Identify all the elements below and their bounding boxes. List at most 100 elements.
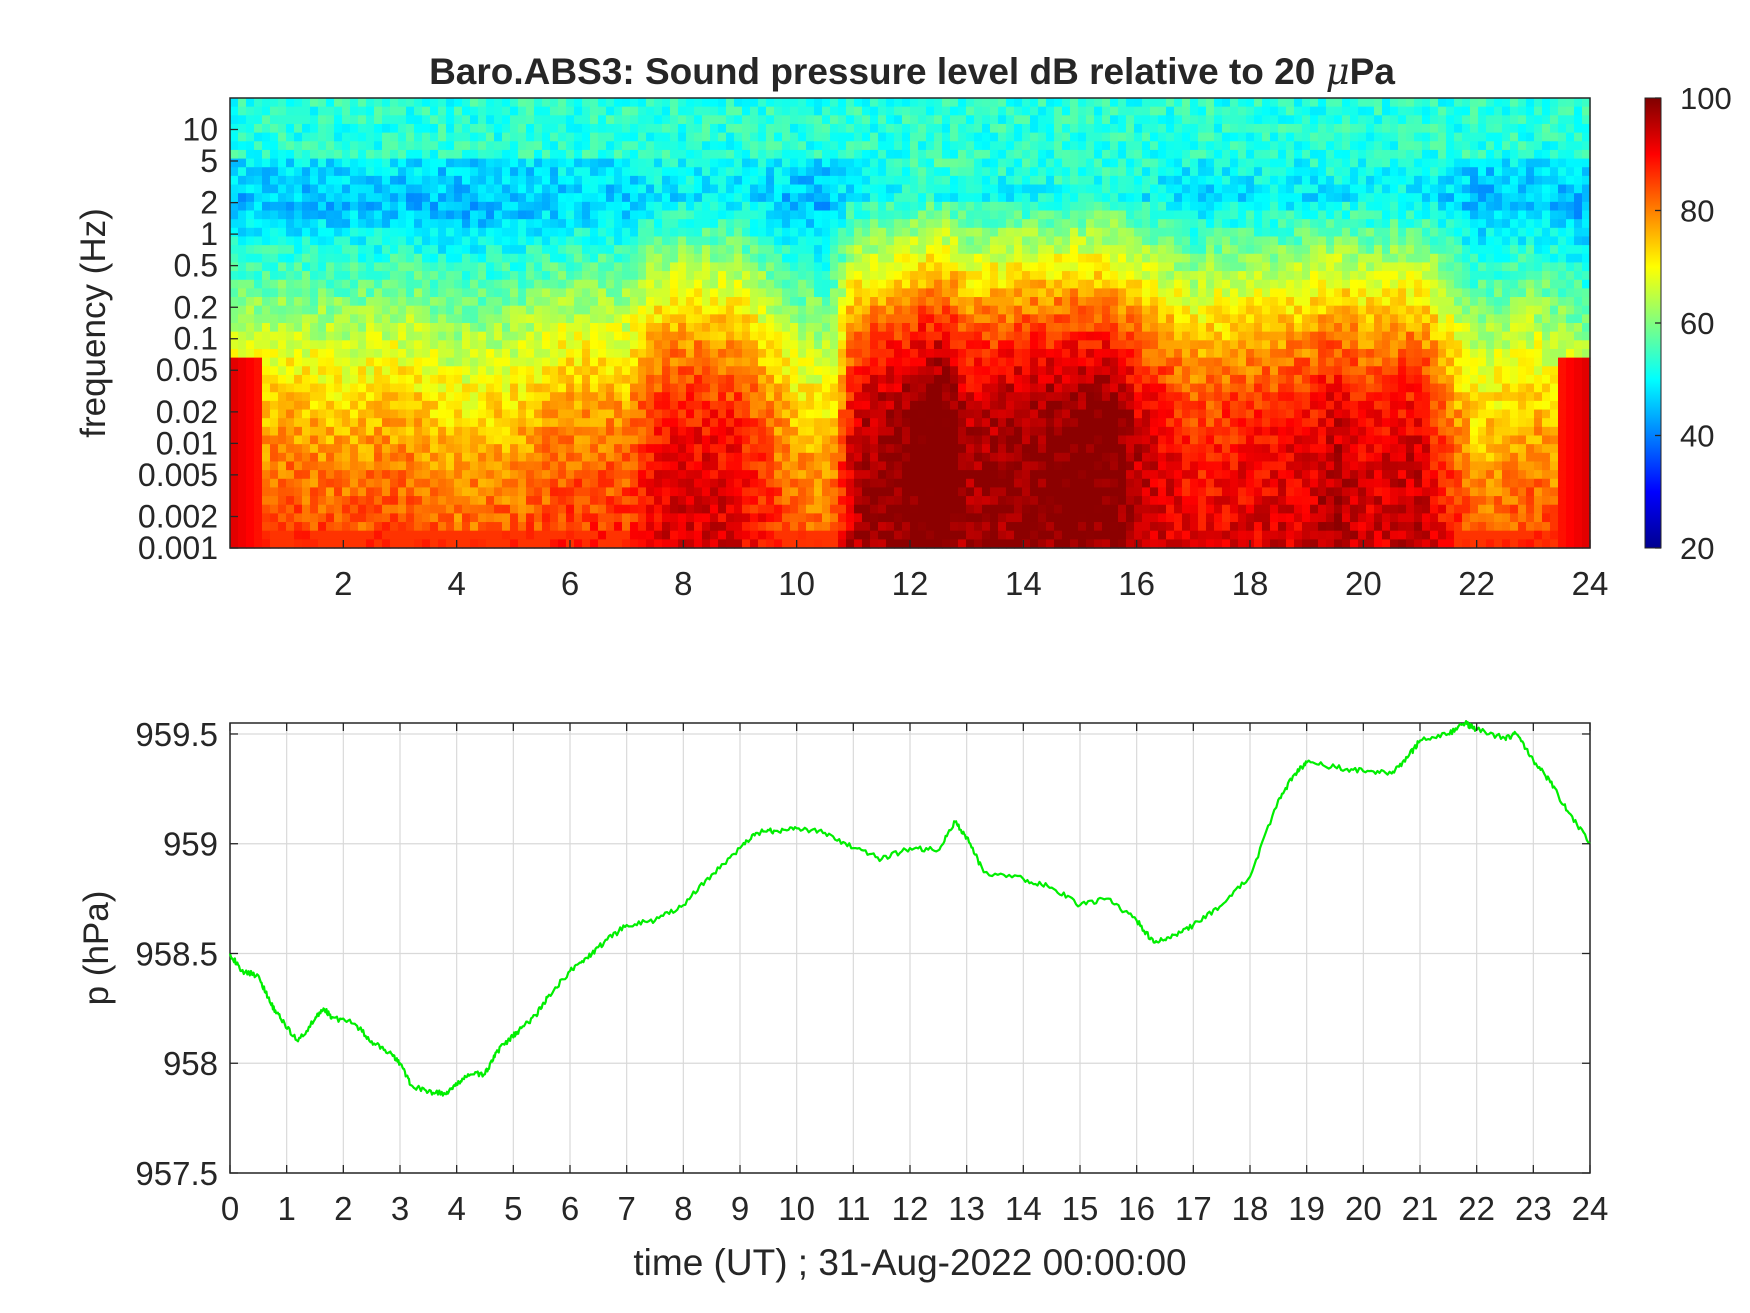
heatmap-cell (750, 210, 759, 220)
heatmap-cell (510, 392, 519, 402)
heatmap-cell (366, 141, 375, 151)
heatmap-cell (798, 141, 807, 151)
heatmap-cell (726, 409, 735, 419)
heatmap-cell (782, 288, 791, 298)
heatmap-cell (870, 314, 879, 324)
heatmap-cell (646, 539, 655, 549)
heatmap-cell (350, 149, 359, 160)
heatmap-cell (254, 504, 263, 514)
heatmap-cell (710, 478, 719, 489)
heatmap-cell (734, 522, 743, 532)
heatmap-cell (718, 98, 727, 108)
heatmap-cell (590, 314, 599, 324)
heatmap-cell (238, 305, 247, 315)
heatmap-cell (662, 366, 671, 376)
heatmap-cell (766, 470, 775, 480)
heatmap-cell (926, 426, 935, 437)
heatmap-cell (390, 132, 399, 142)
heatmap-cell (614, 496, 623, 506)
heatmap-cell (390, 288, 399, 298)
heatmap-cell (598, 184, 607, 194)
heatmap-cell (302, 219, 311, 229)
heatmap-cell (894, 409, 903, 419)
heatmap-cell (806, 383, 815, 393)
heatmap-cell (454, 400, 463, 411)
heatmap-cell (630, 444, 639, 454)
heatmap-cell (310, 522, 319, 532)
heatmap-cell (318, 383, 327, 393)
heatmap-cell (582, 530, 591, 540)
heatmap-cell (670, 418, 679, 428)
heatmap-cell (758, 288, 767, 298)
heatmap-cell (854, 123, 863, 134)
heatmap-cell (526, 487, 535, 497)
heatmap-cell (478, 487, 487, 497)
heatmap-cell (486, 141, 495, 151)
heatmap-cell (558, 392, 567, 402)
heatmap-cell (718, 400, 727, 411)
heatmap-cell (502, 245, 511, 255)
heatmap-cell (710, 530, 719, 540)
heatmap-cell (982, 348, 991, 359)
heatmap-cell (670, 513, 679, 523)
heatmap-cell (838, 409, 847, 419)
heatmap-cell (246, 210, 255, 220)
heatmap-cell (374, 478, 383, 489)
heatmap-cell (798, 435, 807, 445)
heatmap-cell (710, 314, 719, 324)
heatmap-cell (790, 470, 799, 480)
heatmap-cell (694, 175, 703, 186)
heatmap-cell (766, 201, 775, 212)
heatmap-cell (406, 522, 415, 532)
heatmap-cell (254, 470, 263, 480)
heatmap-cell (654, 383, 663, 393)
heatmap-cell (854, 106, 863, 116)
heatmap-cell (806, 149, 815, 160)
heatmap-cell (470, 141, 479, 151)
heatmap-cell (462, 409, 471, 419)
heatmap-cell (854, 132, 863, 142)
heatmap-cell (486, 193, 495, 203)
heatmap-cell (558, 522, 567, 532)
heatmap-cell (918, 374, 927, 385)
heatmap-cell (446, 366, 455, 376)
heatmap-cell (550, 149, 559, 160)
heatmap-cell (702, 504, 711, 514)
heatmap-cell (774, 149, 783, 160)
heatmap-cell (782, 262, 791, 272)
heatmap-cell (278, 175, 287, 186)
heatmap-cell (654, 487, 663, 497)
heatmap-cell (654, 288, 663, 298)
heatmap-cell (774, 141, 783, 151)
heatmap-cell (270, 383, 279, 393)
heatmap-cell (326, 348, 335, 359)
heatmap-cell (438, 297, 447, 307)
heatmap-cell (486, 426, 495, 437)
heatmap-cell (414, 504, 423, 514)
heatmap-cell (502, 435, 511, 445)
heatmap-cell (950, 184, 959, 194)
heatmap-cell (574, 513, 583, 523)
heatmap-cell (766, 193, 775, 203)
heatmap-cell (558, 123, 567, 134)
heatmap-cell (630, 418, 639, 428)
heatmap-cell (870, 331, 879, 341)
heatmap-cell (550, 478, 559, 489)
heatmap-cell (254, 478, 263, 489)
heatmap-cell (302, 409, 311, 419)
heatmap-cell (542, 357, 551, 367)
heatmap-cell (862, 435, 871, 445)
heatmap-cell (926, 314, 935, 324)
heatmap-cell (838, 323, 847, 333)
heatmap-cell (766, 123, 775, 134)
heatmap-cell (862, 366, 871, 376)
heatmap-cell (790, 323, 799, 333)
heatmap-cell (462, 245, 471, 255)
heatmap-cell (822, 331, 831, 341)
heatmap-cell (806, 201, 815, 212)
heatmap-cell (422, 539, 431, 549)
heatmap-cell (598, 426, 607, 437)
heatmap-cell (238, 409, 247, 419)
heatmap-cell (646, 392, 655, 402)
heatmap-cell (990, 210, 999, 220)
